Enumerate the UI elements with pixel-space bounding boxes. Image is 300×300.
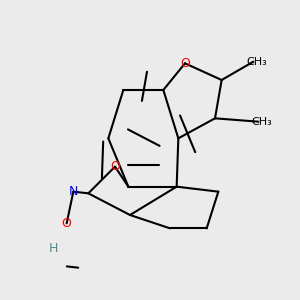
Text: CH₃: CH₃	[246, 57, 267, 67]
Text: O: O	[62, 217, 72, 230]
Text: N: N	[69, 185, 78, 198]
Text: O: O	[180, 57, 190, 70]
Text: H: H	[49, 242, 58, 255]
Text: CH₃: CH₃	[251, 117, 272, 127]
Text: O: O	[110, 160, 120, 173]
